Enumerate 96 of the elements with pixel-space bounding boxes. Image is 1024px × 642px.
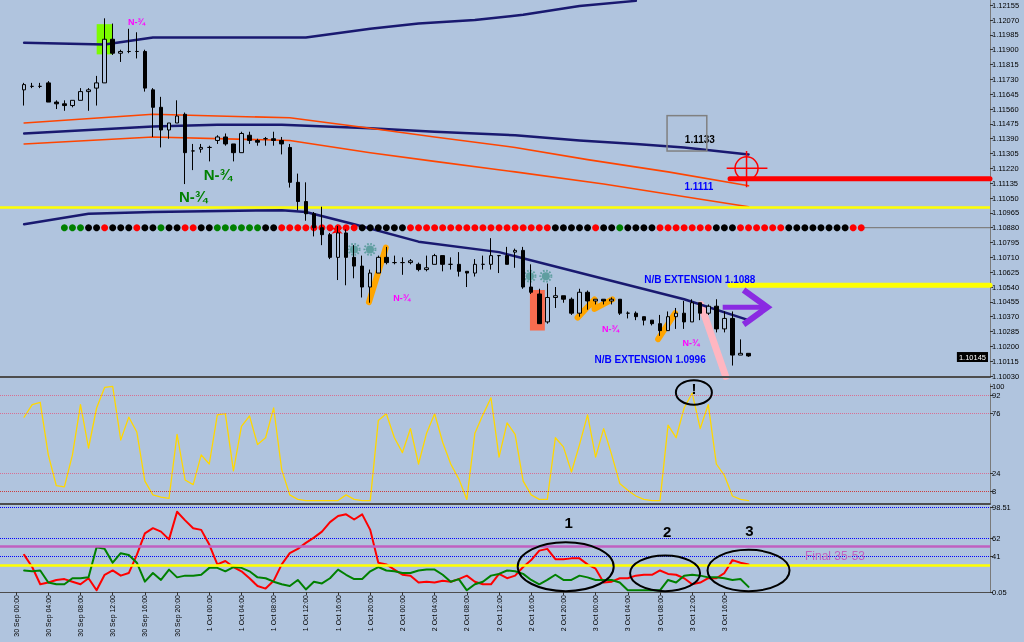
candlestick [384, 246, 389, 265]
annotation: 1.1111 [684, 180, 714, 192]
candlestick [650, 319, 654, 326]
candlestick [151, 87, 155, 138]
candlestick [296, 173, 300, 211]
candlestick [698, 302, 702, 321]
candlestick [231, 143, 236, 162]
candlestick [457, 251, 461, 278]
annotation: N-¾ [682, 338, 701, 349]
candlestick [642, 316, 646, 326]
candlestick [102, 17, 107, 84]
annotation: N-¾ [178, 188, 209, 206]
candlestick [328, 232, 332, 260]
candlestick [54, 99, 59, 110]
candlestick [159, 96, 163, 148]
candlestick [432, 253, 437, 265]
annotation: 3 [745, 521, 754, 539]
candlestick [481, 255, 485, 271]
candlestick [288, 143, 292, 189]
candlestick [545, 283, 550, 325]
candlestick [408, 258, 413, 265]
candlestick [521, 246, 525, 290]
candlestick [746, 352, 751, 358]
candlestick [682, 300, 686, 330]
candlestick [22, 82, 26, 107]
candlestick [537, 288, 542, 325]
candlestick [601, 298, 606, 305]
candlestick [634, 310, 638, 321]
candlestick [497, 255, 501, 274]
candlestick [448, 256, 453, 271]
candlestick [207, 145, 212, 162]
candlestick [143, 49, 147, 93]
candlestick [70, 99, 75, 108]
candlestick [62, 99, 67, 112]
candlestick [666, 310, 670, 332]
candlestick [465, 270, 469, 288]
candlestick [577, 288, 582, 318]
candlestick [247, 131, 252, 145]
candlestick [199, 143, 203, 154]
candlestick [706, 303, 711, 316]
candlestick [424, 255, 429, 272]
annotation: N-¾ [127, 17, 147, 28]
annotation: N-¾ [601, 323, 621, 334]
annotation: N/B EXTENSION 1.1088 [644, 274, 756, 286]
annotation: N/B EXTENSION 1.0996 [594, 354, 707, 366]
annotation: 1 [564, 514, 573, 532]
annotation: ! [691, 380, 697, 398]
candlestick [127, 28, 131, 54]
candlestick [215, 134, 220, 145]
candlestick [223, 132, 228, 147]
candlestick [690, 298, 694, 323]
candlestick [255, 138, 260, 147]
candlestick [714, 298, 719, 333]
candlestick [440, 255, 445, 272]
candlestick [569, 296, 574, 316]
candlestick [609, 296, 614, 305]
candlestick [118, 49, 123, 63]
candlestick [553, 286, 558, 309]
candlestick [376, 255, 381, 274]
candlestick [279, 136, 284, 155]
candlestick [191, 143, 195, 171]
candlestick [167, 122, 171, 140]
candlestick [561, 295, 566, 304]
annotation: 2 [662, 522, 672, 540]
candlestick [94, 75, 99, 107]
annotation: 1.1133 [684, 134, 716, 146]
candlestick [78, 87, 83, 101]
candlestick [135, 31, 139, 59]
annotation: Final 35-53 [804, 549, 866, 564]
candlestick [674, 307, 678, 330]
candlestick [304, 181, 308, 222]
candlestick [239, 131, 244, 154]
candlestick [730, 310, 735, 367]
candlestick [271, 131, 276, 147]
candlestick [513, 248, 517, 269]
candlestick [110, 23, 115, 56]
candlestick [175, 99, 179, 124]
candlestick [489, 237, 493, 271]
candlestick [585, 290, 590, 311]
candlestick [86, 87, 91, 112]
candlestick [368, 269, 372, 304]
annotation: N-¾ [393, 292, 412, 303]
candlestick [722, 310, 727, 333]
candlestick [400, 256, 405, 276]
line-series [23, 546, 750, 592]
candlestick [183, 112, 187, 185]
candlestick [473, 258, 477, 278]
candlestick [593, 298, 598, 305]
candlestick [618, 298, 622, 316]
candlestick [738, 338, 743, 356]
annotation: N-¾ [203, 165, 234, 183]
candlestick [360, 255, 364, 298]
candlestick [658, 314, 662, 337]
candlestick [46, 80, 51, 103]
candlestick [505, 246, 509, 265]
candlestick [416, 262, 421, 272]
